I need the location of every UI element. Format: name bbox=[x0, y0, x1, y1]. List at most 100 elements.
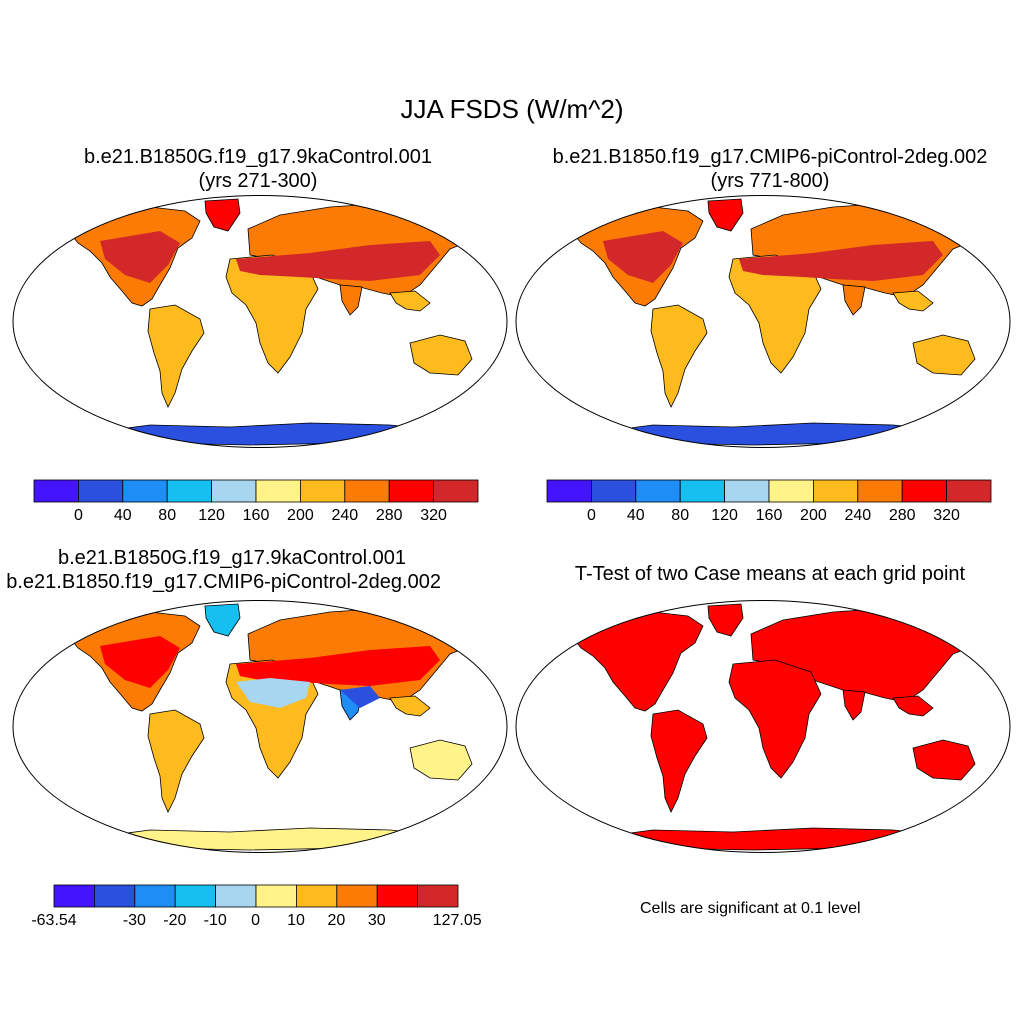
panel-4-note: Cells are significant at 0.1 level bbox=[640, 900, 861, 917]
p2-colorbar-tick-label-5: 200 bbox=[800, 507, 827, 524]
p4-seAsia-region bbox=[892, 695, 934, 717]
panel-3-title-line2: - b.e21.B1850.f19_g17.CMIP6-piControl-2d… bbox=[0, 571, 441, 593]
p2-colorbar-box-1 bbox=[591, 479, 637, 503]
p2-colorbar-box-2 bbox=[635, 479, 681, 503]
panel-1-title-line2: (yrs 271-300) bbox=[198, 170, 318, 192]
p2-colorbar-tick-label-3: 120 bbox=[711, 507, 738, 524]
p4-antarctica-region bbox=[592, 827, 939, 851]
p2-colorbar-tick-label-7: 280 bbox=[889, 507, 916, 524]
p1-colorbar-box-8 bbox=[388, 479, 435, 503]
p2-colorbar-tick-label-8: 320 bbox=[933, 507, 960, 524]
panel-2-title-line2: (yrs 771-800) bbox=[710, 170, 830, 192]
p3-antarctica-region bbox=[89, 827, 436, 851]
panel-4-map bbox=[515, 600, 1011, 853]
p1-colorbar-box-5 bbox=[255, 479, 301, 503]
p4-greenland-region bbox=[707, 603, 744, 637]
panel-4-title: T-Test of two Case means at each grid po… bbox=[520, 562, 1020, 586]
p3-colorbar-tick-label-1: -30 bbox=[123, 912, 146, 929]
p3-india-cool-band bbox=[340, 686, 380, 708]
p2-greenland-region bbox=[707, 198, 744, 232]
p3-colorbar-box-0 bbox=[53, 884, 95, 908]
p1-greenland-region bbox=[204, 198, 241, 232]
p3-colorbar-tick-label-3: -10 bbox=[204, 912, 227, 929]
p1-antarctica-region bbox=[89, 422, 436, 446]
p1-colorbar-box-1 bbox=[78, 479, 124, 503]
p2-outline bbox=[515, 195, 1011, 448]
p2-colorbar-box-8 bbox=[901, 479, 948, 503]
p3-colorbar-tick-label-2: -20 bbox=[163, 912, 186, 929]
p4-india-region bbox=[842, 689, 866, 721]
p3-colorbar-box-5 bbox=[255, 884, 297, 908]
p3-colorbar-tick-label-8: 127.05 bbox=[433, 912, 482, 929]
p4-africa-region bbox=[728, 659, 822, 779]
p3-colorbar-box-4 bbox=[215, 884, 257, 908]
p3-africa-cool-band bbox=[236, 678, 310, 708]
p2-colorbar-box-6 bbox=[812, 479, 859, 503]
p1-colorbar-tick-label-2: 80 bbox=[158, 507, 176, 524]
p1-colorbar-box-0 bbox=[33, 479, 79, 503]
p4-outline bbox=[515, 600, 1011, 853]
panel-4-title-line1: T-Test of two Case means at each grid po… bbox=[574, 563, 966, 585]
p3-colorbar-box-6 bbox=[295, 884, 338, 908]
p1-sahara-asia-core bbox=[236, 241, 440, 281]
p3-sahara-asia-core bbox=[236, 646, 440, 686]
p2-colorbar-box-3 bbox=[679, 479, 725, 503]
p1-colorbar-tick-label-8: 320 bbox=[420, 507, 447, 524]
p3-greenland-region bbox=[204, 603, 241, 637]
p1-outline bbox=[12, 195, 508, 448]
p2-colorbar-tick-label-4: 160 bbox=[756, 507, 783, 524]
p2-north-america-core bbox=[603, 231, 683, 283]
p2-antarctica-region bbox=[592, 422, 939, 446]
p3-colorbar-box-9 bbox=[417, 884, 459, 908]
p4-southAmerica-region bbox=[650, 709, 708, 813]
p2-australia-region bbox=[912, 334, 976, 376]
p1-colorbar-box-4 bbox=[211, 479, 257, 503]
p1-australia-region bbox=[409, 334, 473, 376]
p2-southAmerica-region bbox=[650, 304, 708, 408]
p1-north-america-core bbox=[100, 231, 180, 283]
panel-1-map bbox=[12, 195, 508, 448]
p3-colorbar-tick-label-7: 30 bbox=[368, 912, 386, 929]
p1-colorbar-tick-label-6: 240 bbox=[331, 507, 358, 524]
panel-3-title-line1: b.e21.B1850G.f19_g17.9kaControl.001 bbox=[58, 547, 407, 569]
p2-colorbar-tick-label-0: 0 bbox=[587, 507, 596, 524]
p1-seAsia-region bbox=[389, 290, 431, 312]
p1-india-region bbox=[339, 284, 363, 316]
p3-outline bbox=[12, 600, 508, 853]
figure-title: JJA FSDS (W/m^2) bbox=[400, 94, 624, 124]
p2-colorbar-box-0 bbox=[546, 479, 592, 503]
panel-3-map bbox=[12, 600, 508, 853]
p3-colorbar-box-8 bbox=[376, 884, 419, 908]
p3-australia-region bbox=[409, 739, 473, 781]
p1-colorbar-tick-label-7: 280 bbox=[376, 507, 403, 524]
p1-colorbar-box-3 bbox=[166, 479, 212, 503]
p1-colorbar-tick-label-5: 200 bbox=[287, 507, 314, 524]
p2-colorbar-tick-label-2: 80 bbox=[671, 507, 689, 524]
p3-colorbar-box-3 bbox=[174, 884, 216, 908]
p1-colorbar-box-6 bbox=[299, 479, 346, 503]
panel-2-colorbar: 0 40 80 120 160 200 240 280 320 bbox=[546, 479, 992, 524]
p1-southAmerica-region bbox=[147, 304, 205, 408]
p2-colorbar-box-7 bbox=[857, 479, 903, 503]
p3-colorbar-tick-label-5: 10 bbox=[287, 912, 305, 929]
panel-3-colorbar: -63.54 -30 -20 -10 0 10 20 30 127.05 bbox=[31, 884, 482, 929]
p2-colorbar-box-5 bbox=[768, 479, 814, 503]
p1-colorbar-box-2 bbox=[122, 479, 168, 503]
p3-southAmerica-region bbox=[147, 709, 205, 813]
panel-1-colorbar: 0 40 80 120 160 200 240 280 320 bbox=[33, 479, 479, 524]
p1-colorbar-tick-label-1: 40 bbox=[114, 507, 132, 524]
p2-colorbar-box-9 bbox=[946, 479, 992, 503]
p3-north-america-core bbox=[100, 636, 180, 688]
p2-colorbar-tick-label-6: 240 bbox=[844, 507, 871, 524]
p3-seAsia-region bbox=[389, 695, 431, 717]
p1-colorbar-tick-label-4: 160 bbox=[243, 507, 270, 524]
p3-colorbar-box-2 bbox=[134, 884, 176, 908]
p2-sahara-asia-core bbox=[739, 241, 943, 281]
p3-colorbar-tick-label-6: 20 bbox=[328, 912, 346, 929]
p3-colorbar-box-1 bbox=[94, 884, 136, 908]
panel-3-title: b.e21.B1850G.f19_g17.9kaControl.001 - b.… bbox=[0, 546, 520, 594]
p3-colorbar-box-7 bbox=[336, 884, 378, 908]
panel-2-title: b.e21.B1850.f19_g17.CMIP6-piControl-2deg… bbox=[510, 145, 1024, 193]
p2-seAsia-region bbox=[892, 290, 934, 312]
p1-colorbar-tick-label-3: 120 bbox=[198, 507, 225, 524]
